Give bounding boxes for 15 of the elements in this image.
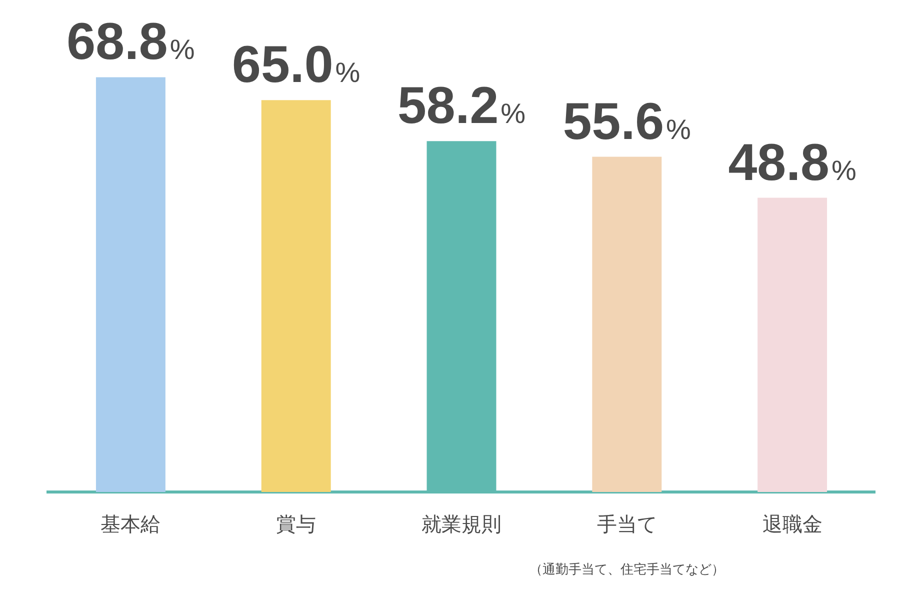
x-tick-label: 手当て [596,512,657,536]
bar [96,77,166,492]
bar [758,198,828,492]
x-tick-label: 就業規則 [422,512,502,536]
x-tick-label: 退職金 [762,512,822,536]
bar [261,100,331,492]
data-label: 65.0% [232,36,360,94]
data-label: 58.2% [397,77,526,136]
bar [592,156,662,492]
x-tick-label: 賞与 [276,512,316,536]
data-label: 68.8% [66,13,195,72]
x-tick-label: 基本給 [100,512,161,536]
data-label: 55.6% [562,92,691,151]
text: （通勤手当て、住宅手当てなど） [529,561,724,578]
data-label: 48.8% [728,134,856,192]
